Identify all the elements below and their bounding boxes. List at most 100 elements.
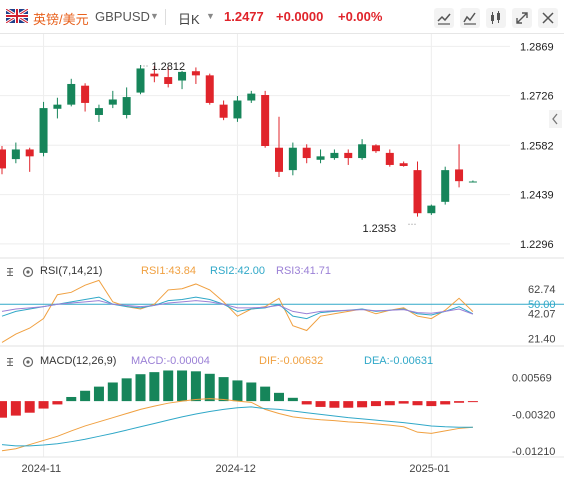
price-tick-label: 1.2296: [520, 239, 554, 251]
macd-bar: [177, 370, 188, 402]
rsi1-value: RSI1:43.84: [141, 265, 197, 277]
candle-body: [399, 163, 408, 166]
rsi-tick-label: 50.00: [528, 299, 556, 311]
settings-icon[interactable]: [22, 356, 34, 368]
macd-bar: [329, 401, 340, 408]
price-tick-label: 1.2439: [520, 190, 554, 202]
candle-body: [385, 152, 394, 165]
rsi2-value: RSI2:42.00: [210, 265, 266, 277]
high-annotation: 1.2812: [152, 61, 186, 73]
candle-body: [371, 145, 380, 152]
settings-icon[interactable]: [22, 266, 34, 278]
macd-bar: [218, 377, 229, 402]
chevron-left-icon: [552, 113, 558, 125]
symbol-dropdown-icon[interactable]: ▼: [150, 11, 159, 21]
macd-bar: [52, 401, 63, 405]
candle-body: [441, 170, 450, 202]
macd-bar: [454, 401, 465, 403]
candle-body: [275, 147, 283, 172]
macd-bar: [260, 386, 271, 402]
time-tick-label: 2024-11: [22, 463, 62, 475]
macd-bar: [149, 372, 160, 402]
candle-body: [233, 100, 242, 119]
macd-bar: [370, 401, 381, 407]
macd-bar: [274, 392, 284, 402]
grid: [0, 34, 510, 457]
macd-bar: [190, 371, 201, 402]
macd-bar: [232, 380, 243, 402]
macd-bar: [38, 401, 49, 409]
candle-body: [191, 71, 200, 76]
candle-body: [302, 147, 311, 159]
period-dropdown-icon[interactable]: ▼: [206, 11, 215, 21]
close-icon[interactable]: [538, 8, 558, 28]
macd-bar: [384, 401, 395, 406]
symbol-name[interactable]: 英镑/美元: [33, 12, 89, 27]
candle-body: [344, 152, 353, 159]
macd-bar: [287, 397, 298, 402]
time-tick-label: 2025-01: [409, 463, 449, 475]
candle-body: [288, 147, 297, 171]
candle-body: [136, 68, 145, 93]
candle-body: [94, 108, 103, 115]
macd-bar: [440, 401, 451, 405]
macd-bar: [301, 401, 312, 405]
time-axis: 2024-11 2024-12 2025-01: [22, 463, 450, 475]
candle-body: [178, 71, 187, 81]
collapse-icon[interactable]: [4, 266, 16, 278]
macd-tick-label: 0.00569: [512, 373, 552, 385]
macd-tick-label: -0.00320: [512, 409, 555, 421]
macd-bar: [315, 401, 326, 407]
candle-body: [219, 104, 228, 118]
candle-body: [413, 170, 422, 214]
dif-line: [1, 398, 473, 452]
macd-bar: [93, 386, 104, 402]
price-axis: 1.2869 1.2726 1.2582 1.2439 1.2296: [520, 41, 554, 250]
candle-body: [358, 144, 367, 159]
candle-body: [330, 152, 339, 159]
side-panel-toggle-icon[interactable]: [549, 110, 562, 128]
price-tick-label: 1.2869: [520, 41, 554, 53]
candle-body: [122, 97, 131, 115]
macd-bar: [426, 401, 437, 407]
dea-value: DEA:-0.00631: [364, 355, 434, 367]
candle-body: [205, 75, 214, 103]
symbol-code[interactable]: GBPUSD: [95, 9, 150, 24]
candle-body: [455, 169, 464, 182]
candle-chart-icon[interactable]: [486, 8, 506, 28]
rsi-line: [1, 300, 474, 315]
low-annotation: 1.2353: [363, 223, 397, 235]
macd-histogram: [0, 370, 478, 418]
macd-bar: [121, 378, 132, 402]
rsi-indicator-name[interactable]: RSI(7,14,21): [40, 265, 103, 277]
macd-bar: [80, 390, 91, 402]
macd-bar: [357, 401, 368, 408]
candle-body: [468, 181, 477, 183]
macd-bar: [343, 401, 354, 408]
candle-body: [108, 99, 117, 105]
dif-value: DIF:-0.00632: [259, 355, 324, 367]
chart-canvas[interactable]: 1.2869 1.2726 1.2582 1.2439 1.2296 1.281…: [0, 34, 564, 480]
chart-header: 英镑/美元 GBPUSD ▼ 日K ▼ 1.2477 +0.0000 +0.00…: [0, 0, 564, 34]
rsi-tick-label: 62.74: [528, 284, 556, 296]
period-selector[interactable]: 日K: [178, 12, 200, 27]
macd-bar: [412, 401, 423, 406]
macd-bar: [135, 374, 146, 402]
macd-bar: [10, 401, 21, 416]
uk-flag-icon: [6, 9, 28, 23]
price-tick-label: 1.2726: [520, 91, 554, 103]
macd-indicator-name[interactable]: MACD(12,26,9): [40, 355, 117, 367]
fullscreen-icon[interactable]: [512, 8, 532, 28]
header-divider: [165, 9, 166, 25]
macd-bar: [204, 373, 215, 402]
price-change: +0.0000: [276, 9, 324, 24]
pencil-chart-icon[interactable]: [434, 8, 454, 28]
time-tick-label: 2024-12: [215, 463, 255, 475]
rsi3-value: RSI3:41.71: [276, 265, 332, 277]
line-chart-icon[interactable]: [460, 8, 480, 28]
price-change-pct: +0.00%: [338, 9, 383, 24]
last-price: 1.2477: [224, 9, 264, 24]
candle-body: [261, 94, 270, 146]
collapse-icon[interactable]: [4, 356, 16, 368]
rsi-tick-label: 42.07: [528, 309, 556, 321]
